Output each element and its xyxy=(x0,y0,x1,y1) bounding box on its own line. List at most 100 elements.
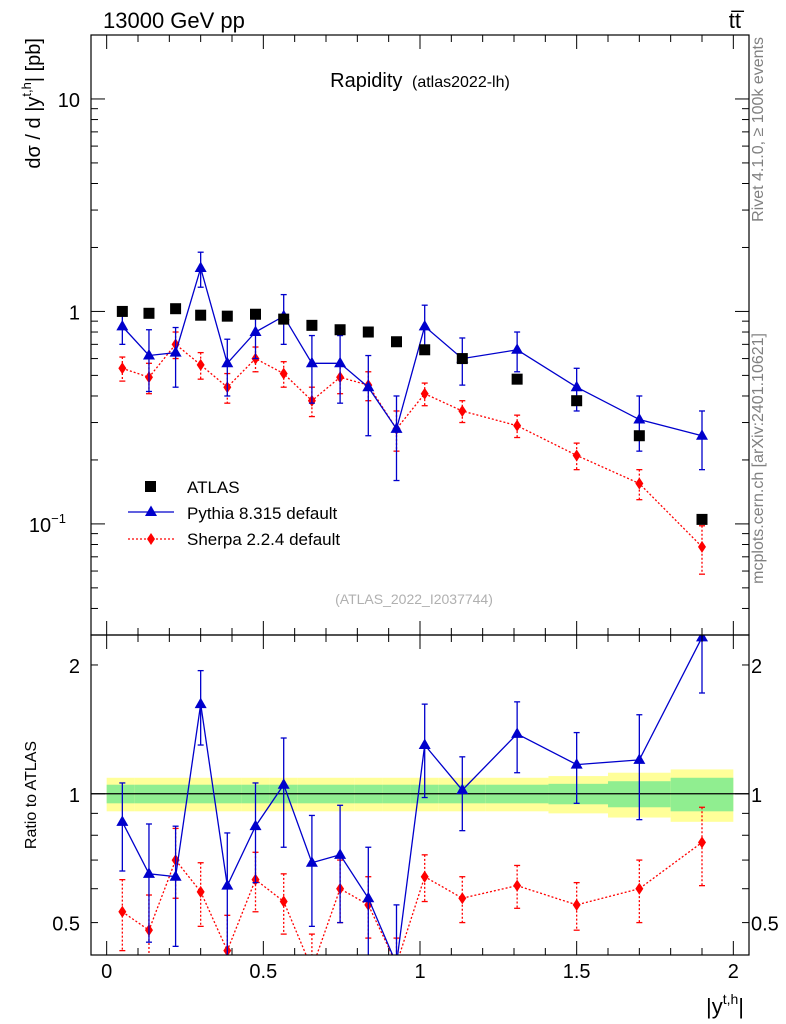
main-pythia-point xyxy=(570,380,583,392)
main-atlas-point xyxy=(571,395,583,407)
ratio-pythia-point xyxy=(249,819,262,831)
ratio-pythia-point xyxy=(142,867,155,878)
main-ytick-label: 1 xyxy=(69,302,80,324)
ratio-ytick-label-left: 2 xyxy=(69,656,80,678)
x-tick-label: 2 xyxy=(728,961,739,983)
ratio-pythia-point xyxy=(633,753,646,764)
main-sherpa-point xyxy=(196,358,205,371)
ratio-panel-data xyxy=(116,635,708,975)
main-atlas-point xyxy=(419,344,431,356)
main-sherpa-point xyxy=(513,419,522,432)
title-sub: (atlas2022-lh) xyxy=(412,74,510,91)
ratio-sherpa-point xyxy=(308,963,316,975)
main-atlas-point xyxy=(511,373,523,385)
main-atlas-point xyxy=(456,353,468,365)
xlabel-close: | xyxy=(738,994,744,1019)
ratio-pythia-point xyxy=(277,778,290,789)
ratio-sherpa-point xyxy=(118,905,127,918)
xlabel-main: |y xyxy=(706,994,723,1019)
main-sherpa-point xyxy=(572,449,581,462)
legend: ATLAS Pythia 8.315 default Sherpa 2.2.4 … xyxy=(128,478,340,549)
main-atlas-point xyxy=(633,430,645,442)
ratio-sherpa-point xyxy=(393,958,401,970)
main-pythia-point xyxy=(116,319,129,331)
main-y-axis-label: dσ / d |yt,h| [pb] xyxy=(19,38,45,169)
ratio-pythia-point xyxy=(570,758,583,769)
legend-label-atlas: ATLAS xyxy=(187,478,240,497)
main-pythia-point xyxy=(142,349,155,360)
legend-label-pythia: Pythia 8.315 default xyxy=(187,504,338,523)
main-pythia-point xyxy=(194,261,207,273)
legend-marker-sherpa xyxy=(147,533,155,545)
main-pythia-point xyxy=(249,325,262,337)
main-atlas-point xyxy=(221,310,233,322)
main-pythia-line xyxy=(121,265,703,437)
main-atlas-point xyxy=(362,326,374,338)
ratio-panel-axes: 0.5 0.5 1 1 2 2 0 0.5 1 1.5 2 xyxy=(52,634,779,983)
main-pythia-point xyxy=(362,380,375,392)
main-pythia-point xyxy=(334,356,347,368)
side-label-bottom: mcplots.cern.ch [arXiv:2401.10621] xyxy=(750,333,767,584)
ratio-pythia-point xyxy=(334,848,347,859)
main-pythia-point xyxy=(305,356,318,368)
main-pythia-point xyxy=(418,319,431,331)
x-tick-label: 0.5 xyxy=(249,961,277,983)
legend-label-sherpa: Sherpa 2.2.4 default xyxy=(187,530,340,549)
ylabel-close: | [pb] xyxy=(23,38,45,82)
ratio-band-inner xyxy=(670,777,734,812)
main-atlas-point xyxy=(696,513,708,525)
main-ytick-label-exponent: −1 xyxy=(51,511,66,526)
main-atlas-point xyxy=(306,319,318,331)
ratio-sherpa-point xyxy=(572,898,581,911)
ratio-sherpa-point xyxy=(196,885,205,898)
x-axis-label: |yt,h| xyxy=(706,991,744,1019)
main-pythia-point xyxy=(633,413,646,424)
x-tick-label: 1 xyxy=(414,961,425,983)
main-sherpa-point xyxy=(458,404,467,417)
title-main: Rapidity xyxy=(330,70,402,92)
main-atlas-point xyxy=(278,313,290,325)
ratio-pythia-point xyxy=(116,815,129,826)
main-atlas-point xyxy=(143,307,155,319)
ylabel-sup: t,h xyxy=(19,82,34,96)
main-atlas-point xyxy=(116,305,128,317)
main-sherpa-point xyxy=(420,387,429,400)
main-atlas-point xyxy=(250,308,261,320)
xlabel-sup: t,h xyxy=(723,991,739,1007)
main-sherpa-point xyxy=(279,367,288,380)
ratio-pythia-point xyxy=(391,958,403,969)
main-ytick-label: 10 xyxy=(58,90,80,112)
main-pythia-point xyxy=(390,422,403,433)
ratio-ytick-label-left: 1 xyxy=(69,785,80,807)
ratio-pythia-point xyxy=(169,870,182,881)
main-ytick-label: 10−1 xyxy=(29,511,66,537)
main-pythia-point xyxy=(169,346,182,357)
main-atlas-point xyxy=(170,303,182,315)
side-label-top: Rivet 4.1.0, ≥ 100k events xyxy=(750,37,767,222)
ratio-sherpa-line xyxy=(121,841,703,955)
main-sherpa-point xyxy=(698,540,706,553)
ratio-pythia-point xyxy=(456,783,469,795)
main-ytick-label-base: 10 xyxy=(29,515,51,537)
ratio-sherpa-point xyxy=(279,895,288,908)
ratio-sherpa-point xyxy=(635,882,644,895)
x-tick-label: 1.5 xyxy=(563,961,591,983)
header-left: 13000 GeV pp xyxy=(103,8,245,33)
ratio-ytick-label-right: 2 xyxy=(751,656,762,678)
legend-marker-pythia xyxy=(145,505,157,516)
main-atlas-point xyxy=(334,324,346,336)
main-pythia-point xyxy=(696,429,708,440)
x-tick-label: 0 xyxy=(101,961,112,983)
ratio-y-axis-label: Ratio to ATLAS xyxy=(23,741,40,849)
ratio-pythia-point xyxy=(418,738,431,750)
ratio-pythia-point xyxy=(305,856,318,867)
main-title: Rapidity (atlas2022-lh) xyxy=(330,70,510,92)
ratio-sherpa-point xyxy=(698,836,706,849)
ratio-pythia-point xyxy=(511,727,524,738)
ratio-sherpa-point xyxy=(420,870,429,883)
main-pythia-point xyxy=(511,343,524,354)
main-pythia-point xyxy=(221,356,234,368)
watermark: (ATLAS_2022_I2037744) xyxy=(335,591,493,607)
